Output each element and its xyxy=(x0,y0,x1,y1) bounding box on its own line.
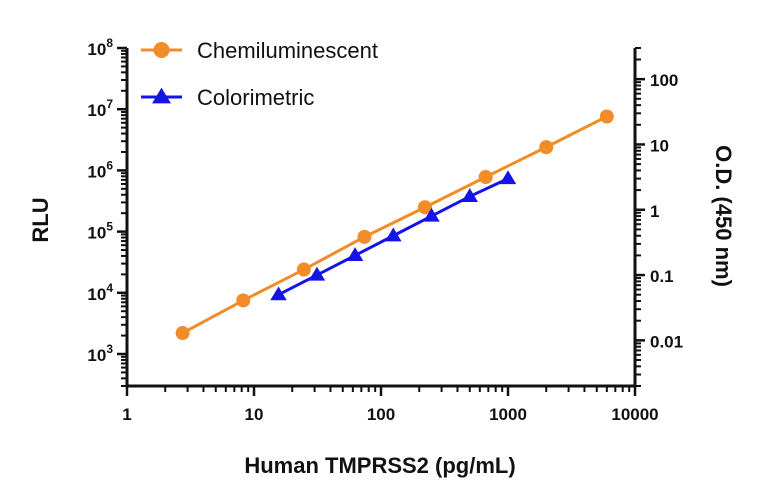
series-colorimetric xyxy=(270,170,517,301)
y-tick-label: 106 xyxy=(87,158,113,181)
data-point xyxy=(478,170,493,185)
y2-tick-label: 0.01 xyxy=(650,332,683,351)
x-tick-label: 10000 xyxy=(611,405,658,424)
y2-tick-label: 10 xyxy=(650,136,669,155)
legend-marker xyxy=(152,87,171,104)
legend: Chemiluminescent Colorimetric xyxy=(141,38,378,110)
legend-label: Colorimetric xyxy=(197,85,314,110)
y-tick-label: 105 xyxy=(87,220,113,243)
x-tick-label: 10 xyxy=(245,405,264,424)
axes: 1 10 100 1000 10000 103 104 105 106 107 108 0.01 0.1… xyxy=(87,36,683,424)
x-tick-label: 100 xyxy=(367,405,395,424)
y2-tick-label: 0.1 xyxy=(650,267,674,286)
data-point xyxy=(308,266,326,281)
y-tick-label: 107 xyxy=(87,97,113,120)
data-point xyxy=(499,170,517,185)
data-point xyxy=(175,326,190,341)
x-axis-title: Human TMPRSS2 (pg/mL) xyxy=(244,453,515,478)
data-point xyxy=(357,229,372,244)
data-point xyxy=(385,227,402,242)
y2-tick-label: 100 xyxy=(650,71,678,90)
y-tick-label: 103 xyxy=(87,342,113,365)
y2-tick-label: 1 xyxy=(650,202,659,221)
series-layer xyxy=(175,109,614,341)
data-point xyxy=(599,109,614,124)
data-point xyxy=(423,207,440,222)
legend-marker xyxy=(153,42,170,58)
data-point xyxy=(296,262,311,277)
y-tick-label: 104 xyxy=(87,281,113,304)
y2-axis-title: O.D. (450 nm) xyxy=(711,145,736,287)
y-axis-title: RLU xyxy=(28,197,53,242)
data-point xyxy=(539,140,554,155)
series-line xyxy=(181,115,608,335)
y-tick-label: 108 xyxy=(87,36,113,59)
data-point xyxy=(461,188,479,203)
legend-label: Chemiluminescent xyxy=(197,38,378,63)
data-point xyxy=(236,293,251,308)
x-tick-label: 1 xyxy=(122,405,131,424)
series-chemiluminescent xyxy=(175,109,614,341)
data-point xyxy=(346,247,364,261)
data-point xyxy=(270,286,287,301)
x-tick-label: 1000 xyxy=(489,405,527,424)
data-point xyxy=(417,200,432,215)
legend-item-colorimetric: Colorimetric xyxy=(141,85,314,110)
legend-item-chemiluminescent: Chemiluminescent xyxy=(141,38,378,63)
